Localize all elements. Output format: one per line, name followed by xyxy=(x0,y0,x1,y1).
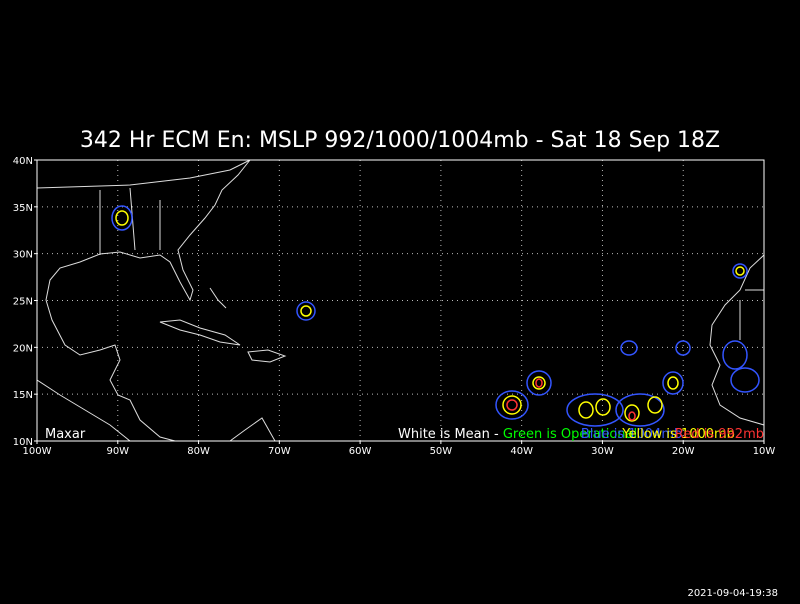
contour-1004 xyxy=(296,301,316,321)
contour-1000 xyxy=(735,266,745,276)
contour-1000 xyxy=(578,401,594,419)
y-tick-label: 25N xyxy=(13,297,33,308)
contour-1000 xyxy=(624,404,640,422)
contour-1004 xyxy=(675,340,691,356)
island xyxy=(247,349,287,363)
y-tick-label: 35N xyxy=(13,203,33,214)
contour-1000 xyxy=(502,395,522,415)
y-tick-label: 30N xyxy=(13,250,33,261)
x-tick-label: 60W xyxy=(349,446,372,457)
contour-1004 xyxy=(566,393,624,427)
y-tick-label: 20N xyxy=(13,343,33,354)
legend-overlay-text: Blue is 1004mbYellow is 1000mbRed is 992… xyxy=(581,427,764,442)
legend: White is Mean - Green is OperationalBlue… xyxy=(398,427,764,442)
x-tick-label: 70W xyxy=(268,446,291,457)
coastline xyxy=(36,379,131,442)
y-tick-label: 15N xyxy=(13,390,33,401)
timestamp: 2021-09-04-19:38 xyxy=(687,588,778,599)
x-tick-label: 100W xyxy=(23,446,52,457)
coastline xyxy=(229,417,276,442)
contour-1000 xyxy=(532,376,546,390)
contour-992 xyxy=(628,411,636,421)
legend-item: Yellow is 1000mb xyxy=(621,427,735,442)
title: 342 Hr ECM En: MSLP 992/1000/1004mb - Sa… xyxy=(80,128,720,153)
x-tick-label: 80W xyxy=(187,446,210,457)
contour-1000 xyxy=(595,398,611,416)
contour-1000 xyxy=(647,396,663,414)
contour-1000 xyxy=(115,210,129,226)
contour-1004 xyxy=(615,393,665,427)
contour-1000 xyxy=(667,376,679,390)
contour-1004 xyxy=(662,371,684,395)
contour-1004 xyxy=(730,367,760,393)
contour-1004 xyxy=(495,390,529,420)
island xyxy=(159,319,241,346)
contour-1004 xyxy=(526,370,552,396)
legend-item: Red is 992mb xyxy=(675,427,764,442)
contour-1004 xyxy=(111,205,133,231)
x-tick-label: 90W xyxy=(106,446,129,457)
y-tick-label: 10N xyxy=(13,437,33,448)
contour-992 xyxy=(535,378,543,388)
legend-item: Green is Operational xyxy=(503,427,637,442)
contours xyxy=(111,205,760,427)
contour-1004 xyxy=(732,263,748,279)
contour-1000 xyxy=(300,305,312,317)
credit: Maxar xyxy=(45,427,86,442)
coastline xyxy=(45,159,251,442)
coastline xyxy=(36,159,251,189)
contour-1004 xyxy=(620,340,638,356)
legend-text: White is Mean - Green is Operational xyxy=(398,427,637,442)
x-tick-label: 20W xyxy=(672,446,695,457)
x-tick-label: 10W xyxy=(753,446,776,457)
legend-item: Blue is 1004mb xyxy=(581,427,682,442)
x-tick-label: 50W xyxy=(430,446,453,457)
coastline xyxy=(709,254,765,426)
contour-992 xyxy=(506,399,518,411)
x-tick-label: 40W xyxy=(510,446,533,457)
x-tick-label: 30W xyxy=(591,446,614,457)
contour-1004 xyxy=(722,340,748,370)
legend-item: White is Mean - xyxy=(398,427,503,442)
island xyxy=(209,287,227,309)
y-tick-label: 40N xyxy=(13,156,33,167)
